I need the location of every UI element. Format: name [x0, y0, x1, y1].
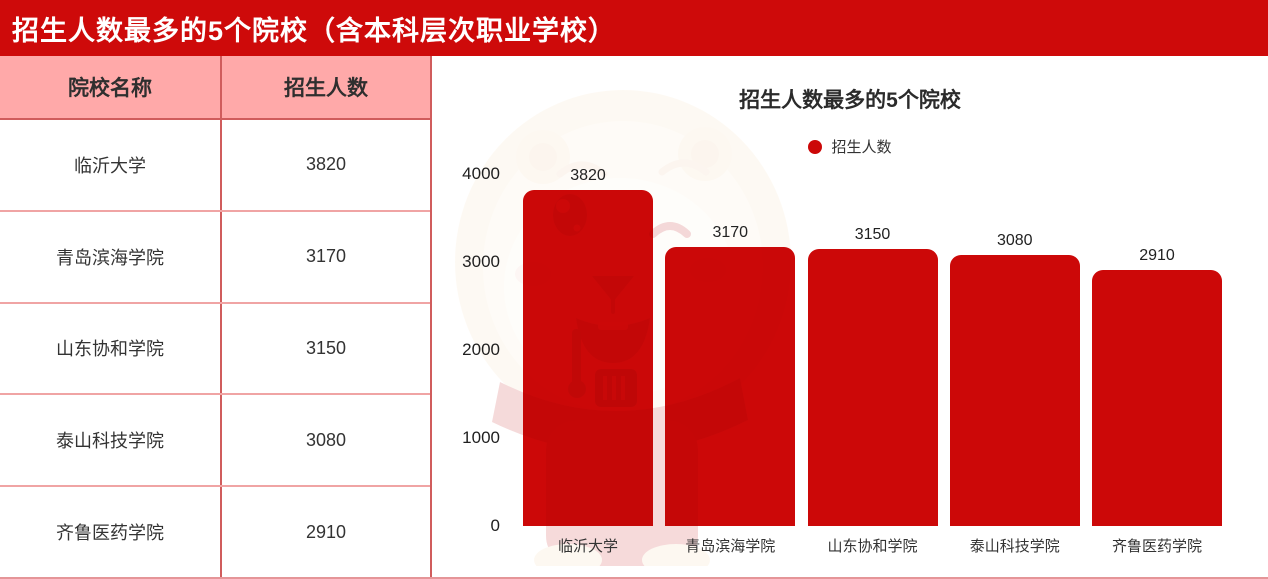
bar[interactable]: [523, 189, 653, 526]
table-row: 齐鲁医药学院 2910: [0, 487, 430, 577]
table-row: 临沂大学 3820: [0, 120, 430, 212]
table-row: 青岛滨海学院 3170: [0, 211, 430, 304]
bar-column: 2910: [1086, 247, 1228, 526]
bar-value-label: 3150: [854, 225, 891, 243]
bar-column: 3080: [944, 232, 1086, 526]
x-tick-label: 泰山科技学院: [969, 538, 1060, 555]
y-tick-label: 1000: [462, 428, 500, 447]
y-tick-label: 3000: [462, 252, 500, 271]
bar-column: 3170: [659, 224, 801, 526]
bar-value-label: 3170: [712, 224, 749, 241]
page-title: 招生人数最多的5个院校（含本科层次职业学校）: [12, 15, 617, 46]
school-name-cell: 泰山科技学院: [0, 395, 222, 486]
chart-legend[interactable]: 招生人数: [432, 136, 1268, 157]
x-tick-label: 齐鲁医药学院: [1111, 538, 1202, 555]
school-name-cell: 青岛滨海学院: [0, 211, 222, 302]
bar[interactable]: [665, 247, 796, 526]
bar-value-label: 3820: [570, 166, 606, 184]
y-tick-label: 0: [490, 516, 500, 535]
bar-value-label: 2910: [1139, 246, 1175, 264]
bar[interactable]: [949, 255, 1080, 526]
table-row: 泰山科技学院 3080: [0, 395, 430, 488]
bar-column: 3150: [802, 226, 944, 526]
table-header-school-name: 院校名称: [0, 56, 222, 118]
legend-label: 招生人数: [831, 139, 892, 156]
bar[interactable]: [807, 248, 938, 526]
y-tick-label: 4000: [462, 164, 500, 183]
enrollment-value-cell: 3170: [305, 246, 347, 267]
x-tick-label: 青岛滨海学院: [685, 538, 776, 555]
y-tick-label: 2000: [462, 340, 500, 359]
x-axis: 临沂大学 青岛滨海学院 山东协和学院 泰山科技学院 齐鲁医药学院: [517, 535, 1228, 556]
bar-column: 3820: [517, 167, 659, 526]
x-tick-label: 山东协和学院: [827, 538, 918, 555]
legend-dot-icon: [808, 139, 823, 154]
title-banner: 招生人数最多的5个院校（含本科层次职业学校）: [0, 0, 1268, 56]
chart-title: 招生人数最多的5个院校: [739, 89, 961, 112]
bar-chart: 招生人数最多的5个院校 招生人数 0 1000 2000 3000 4000 3…: [432, 56, 1268, 577]
enrollment-table: 院校名称 招生人数 临沂大学 3820 青岛滨海学院 3170 山东协和学院 3…: [0, 56, 432, 577]
table-row: 山东协和学院 3150: [0, 303, 430, 396]
table-header-enrollment: 招生人数: [284, 77, 368, 100]
school-name-cell: 山东协和学院: [0, 303, 222, 394]
bar[interactable]: [1092, 269, 1222, 526]
bar-value-label: 3080: [996, 232, 1033, 249]
school-name-cell: 齐鲁医药学院: [0, 487, 222, 577]
enrollment-value-cell: 2910: [305, 521, 347, 542]
school-name-cell: 临沂大学: [0, 120, 222, 210]
main-content: 院校名称 招生人数 临沂大学 3820 青岛滨海学院 3170 山东协和学院 3…: [0, 56, 1268, 579]
enrollment-value-cell: 3080: [305, 429, 347, 450]
plot-area: 3820 3170 3150 3080 2910: [517, 106, 1228, 526]
enrollment-value-cell: 3150: [305, 337, 347, 358]
enrollment-value-cell: 3820: [305, 154, 347, 175]
y-axis: 0 1000 2000 3000 4000: [432, 56, 504, 577]
table-header-row: 院校名称 招生人数: [0, 56, 430, 120]
x-tick-label: 临沂大学: [557, 538, 618, 555]
